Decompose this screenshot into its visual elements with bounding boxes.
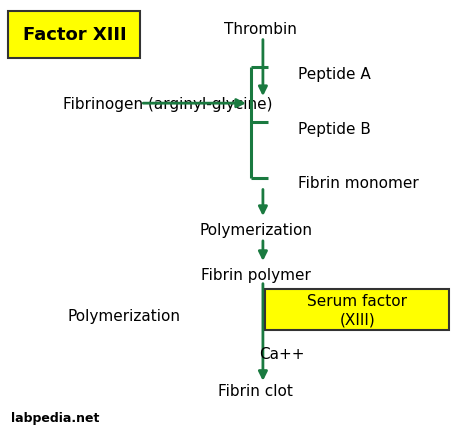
FancyBboxPatch shape: [265, 290, 449, 330]
Text: Polymerization: Polymerization: [67, 308, 181, 323]
Text: Peptide B: Peptide B: [298, 122, 371, 137]
Text: Fibrin polymer: Fibrin polymer: [201, 267, 311, 282]
Text: Fibrin monomer: Fibrin monomer: [298, 175, 419, 190]
Text: Thrombin: Thrombin: [224, 22, 297, 37]
Text: Fibrinogen (arginyl-glycine): Fibrinogen (arginyl-glycine): [63, 96, 272, 111]
Text: Peptide A: Peptide A: [298, 67, 371, 82]
Text: Ca++: Ca++: [259, 347, 304, 361]
Text: labpedia.net: labpedia.net: [11, 412, 99, 424]
Text: Serum factor
(XIII): Serum factor (XIII): [307, 293, 407, 327]
Text: Fibrin clot: Fibrin clot: [219, 383, 293, 398]
Text: Polymerization: Polymerization: [200, 222, 312, 237]
Text: Factor XIII: Factor XIII: [23, 26, 126, 44]
FancyBboxPatch shape: [9, 12, 140, 59]
